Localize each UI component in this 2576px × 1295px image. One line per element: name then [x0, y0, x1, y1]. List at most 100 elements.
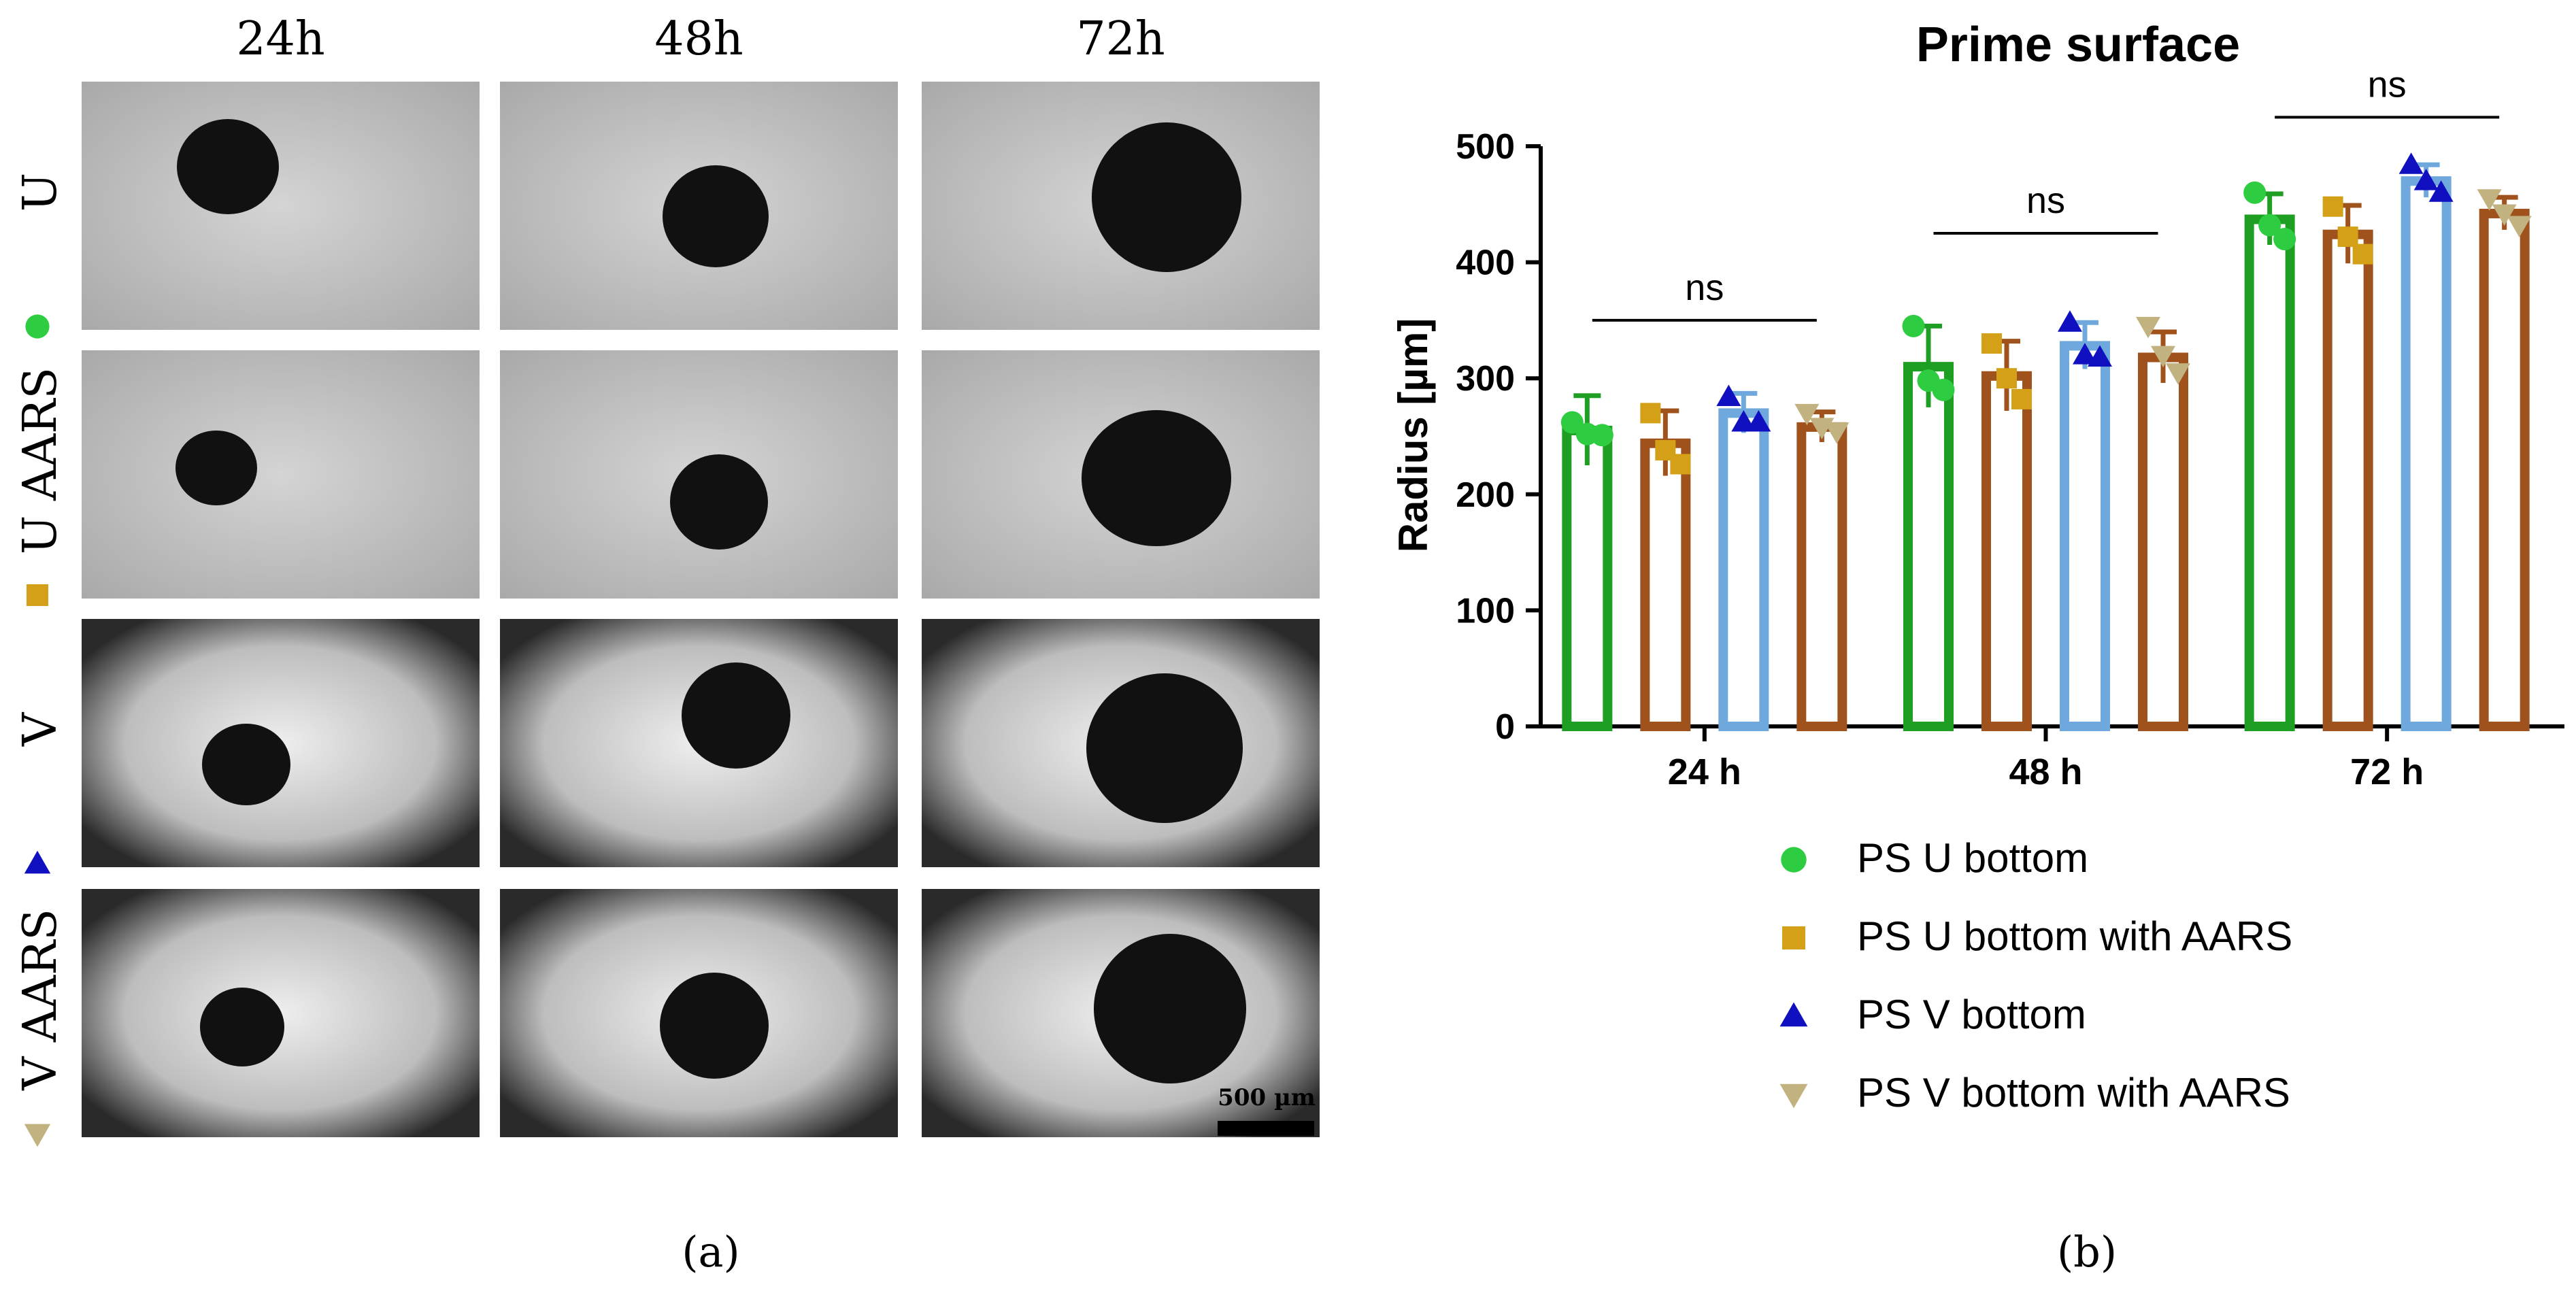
significance-label: ns — [2026, 180, 2065, 221]
legend-label: PS V bottom with AARS — [1857, 1070, 2290, 1115]
x-tick-label: 72 h — [2350, 752, 2424, 792]
micrograph-tile — [922, 889, 1320, 1137]
row-marker-triangle-down-icon — [24, 1124, 51, 1147]
data-point-triangle-down-icon — [2136, 316, 2160, 339]
data-point-circle-icon — [2258, 214, 2281, 237]
row-marker-square-icon — [27, 584, 48, 606]
bar — [2244, 214, 2295, 731]
row-marker-triangle-up-icon — [24, 850, 51, 874]
data-point-triangle-up-icon — [2058, 310, 2082, 332]
data-point-triangle-up-icon — [2413, 169, 2439, 190]
micrograph-background — [82, 82, 480, 330]
x-tick-label: 48 h — [2009, 752, 2082, 792]
micrograph-tile — [922, 619, 1320, 867]
legend-label: PS V bottom — [1857, 992, 2086, 1037]
y-tick-label: 100 — [1456, 591, 1515, 630]
data-point-circle-icon — [1590, 424, 1613, 447]
spheroid — [202, 724, 290, 805]
significance-label: ns — [2368, 64, 2407, 105]
spheroid — [175, 431, 257, 505]
bar — [1981, 371, 2032, 731]
scale-bar-label: 500 µm — [1218, 1084, 1316, 1111]
spheroid — [200, 988, 284, 1066]
scale-bar — [1218, 1121, 1314, 1136]
spheroid — [682, 662, 790, 769]
spheroid — [1094, 934, 1246, 1083]
legend-entry: PS U bottom with AARS — [1782, 913, 2292, 959]
legend-label: PS U bottom with AARS — [1857, 913, 2292, 959]
panel-a-label: (a) — [682, 1227, 739, 1277]
micrograph-tile — [500, 350, 898, 599]
column-header: 24h — [236, 12, 324, 66]
bar — [1562, 425, 1613, 731]
data-point-square-icon — [1640, 403, 1661, 424]
bar — [1903, 362, 1954, 731]
micrograph-tile — [82, 619, 480, 867]
spheroid — [663, 165, 769, 267]
micrograph-panel: 24h 48h 72h U U AARS V V AARS 500 µm (a) — [14, 12, 1320, 1277]
bar — [2138, 352, 2188, 731]
micrograph-tile — [500, 889, 898, 1137]
data-point-triangle-down-icon — [2151, 346, 2175, 368]
legend-entry: PS V bottom — [1779, 992, 2086, 1037]
bar — [2401, 176, 2452, 731]
chart-title: Prime surface — [1916, 18, 2240, 72]
micrograph-tile — [82, 889, 480, 1137]
micrograph-tile — [82, 82, 480, 330]
data-point-square-icon — [1981, 333, 2002, 354]
row-marker-circle-icon — [25, 314, 50, 339]
data-point-triangle-up-icon — [2398, 152, 2424, 174]
y-axis-label: Radius [µm] — [1390, 318, 1436, 553]
data-point-circle-icon — [2273, 227, 2296, 250]
spheroid — [660, 973, 769, 1079]
data-point-triangle-up-icon — [2088, 345, 2112, 367]
data-point-triangle-down-icon — [2166, 363, 2190, 385]
micrograph-tile — [500, 619, 898, 867]
column-header: 48h — [654, 12, 743, 66]
legend-label: PS U bottom — [1857, 835, 2088, 881]
row-label: V AARS — [14, 909, 67, 1091]
panel-b-label: (b) — [2057, 1227, 2117, 1277]
spheroid — [1086, 673, 1243, 823]
data-point-triangle-down-icon — [2477, 189, 2502, 211]
bar — [1718, 408, 1769, 731]
legend-entry: PS V bottom with AARS — [1779, 1070, 2290, 1115]
data-point-square-icon — [1996, 368, 2017, 389]
data-point-triangle-up-icon — [1716, 384, 1741, 406]
legend-triangle-up-icon — [1779, 1002, 1808, 1027]
data-point-triangle-up-icon — [2073, 343, 2097, 365]
data-point-square-icon — [2322, 196, 2343, 217]
data-point-circle-icon — [1932, 378, 1955, 401]
bar — [2322, 229, 2373, 731]
spheroid — [177, 119, 279, 214]
data-point-circle-icon — [2243, 181, 2266, 204]
y-tick-label: 200 — [1456, 475, 1515, 515]
spheroid — [1082, 410, 1231, 546]
row-label: U — [14, 173, 67, 212]
micrograph-tile — [500, 82, 898, 330]
significance-label: ns — [1685, 267, 1724, 308]
legend-triangle-down-icon — [1779, 1083, 1808, 1109]
spheroid — [1092, 122, 1241, 272]
bar-chart-panel: Prime surface Radius [µm] 0 100 200 300 400 5… — [1390, 18, 2564, 1277]
x-tick-label: 24 h — [1668, 752, 1741, 792]
data-point-circle-icon — [1902, 314, 1925, 337]
column-header: 72h — [1076, 12, 1165, 66]
y-tick-label: 300 — [1456, 359, 1515, 399]
micrograph-tile — [922, 350, 1320, 599]
micrograph-tile — [922, 82, 1320, 330]
y-tick-label: 0 — [1495, 707, 1515, 747]
legend-circle-icon — [1781, 847, 1807, 873]
row-label: V — [14, 711, 67, 747]
micrograph-tile — [82, 350, 480, 599]
data-point-triangle-up-icon — [1746, 410, 1771, 432]
legend-entry: PS U bottom — [1781, 835, 2088, 881]
bar — [2060, 341, 2110, 731]
data-point-square-icon — [2352, 243, 2373, 265]
bar — [2479, 208, 2530, 731]
data-point-square-icon — [1670, 454, 1691, 475]
data-point-square-icon — [2337, 226, 2358, 248]
y-tick-label: 400 — [1456, 243, 1515, 283]
micrograph-background — [82, 350, 480, 599]
